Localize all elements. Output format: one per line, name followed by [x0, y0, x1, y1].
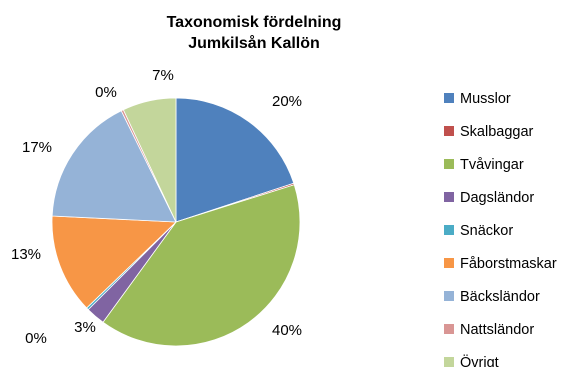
legend-swatch-9 [444, 357, 454, 367]
legend-swatch-2 [444, 126, 454, 136]
legend: Musslor Skalbaggar Tvåvingar Dagsländor Snäc… [444, 91, 557, 367]
pie-slice-6 [51, 215, 177, 309]
legend-swatch-7 [444, 291, 454, 301]
pie-slice-7 [51, 110, 177, 223]
pie-slices [51, 97, 301, 347]
legend-swatch-5 [444, 225, 454, 235]
data-label-8: 0% [95, 84, 117, 101]
pie-labels: 20% 40% 3% 0% 13% 17% 0% 7% [11, 67, 302, 347]
legend-label-4: Dagsländor [460, 190, 534, 206]
chart-subtitle: Jumkilsån Kallön [188, 34, 320, 52]
data-label-9: 7% [152, 67, 174, 84]
legend-label-7: Bäcksländor [460, 289, 540, 305]
data-label-4: 3% [74, 319, 96, 336]
legend-label-8: Nattsländor [460, 322, 534, 338]
legend-label-6: Fåborstmaskar [460, 256, 557, 272]
legend-label-1: Musslor [460, 91, 511, 107]
data-label-1: 20% [272, 93, 302, 110]
chart-title: Taxonomisk fördelning [167, 14, 342, 31]
legend-swatch-8 [444, 324, 454, 334]
legend-swatch-1 [444, 93, 454, 103]
pie-slice-9 [122, 97, 177, 223]
data-label-7: 17% [22, 139, 52, 156]
legend-label-9: Övrigt [460, 353, 499, 367]
pie-slice-1 [175, 97, 295, 223]
data-label-5: 0% [25, 330, 47, 347]
legend-swatch-3 [444, 159, 454, 169]
legend-label-3: Tvåvingar [460, 157, 524, 173]
data-label-3: 40% [272, 322, 302, 339]
pie-slice-3 [102, 184, 301, 347]
legend-swatch-4 [444, 192, 454, 202]
legend-label-2: Skalbaggar [460, 124, 534, 140]
legend-swatch-6 [444, 258, 454, 268]
data-label-6: 13% [11, 246, 41, 263]
legend-label-5: Snäckor [460, 223, 513, 239]
